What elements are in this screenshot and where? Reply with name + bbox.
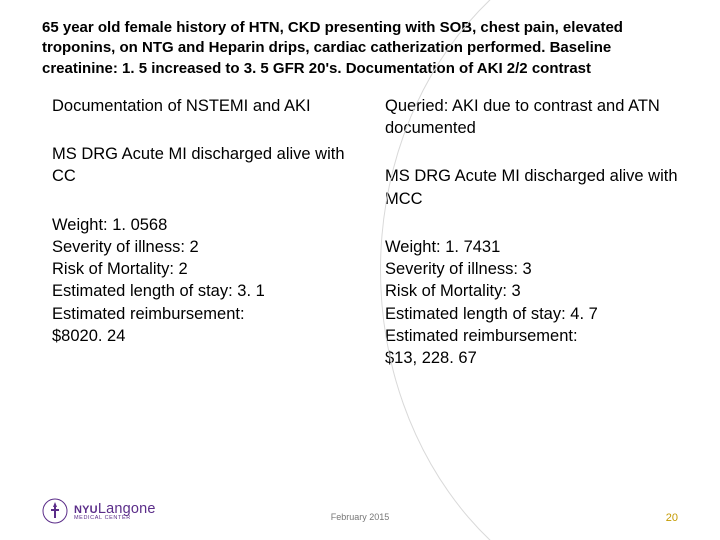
right-weight: Weight: 1. 7431 [385,236,678,258]
torch-icon [42,498,68,524]
right-reimb-value: $13, 228. 67 [385,347,678,369]
left-reimb-value: $8020. 24 [52,325,345,347]
right-reimb-label: Estimated reimbursement: [385,325,678,347]
page-number: 20 [666,512,678,524]
left-weight: Weight: 1. 0568 [52,214,345,236]
comparison-columns: Documentation of NSTEMI and AKI MS DRG A… [42,95,678,396]
left-drg: MS DRG Acute MI discharged alive with CC [52,143,345,188]
right-metrics: Weight: 1. 7431 Severity of illness: 3 R… [385,236,678,370]
logo-subtitle: MEDICAL CENTER [74,516,156,521]
left-metrics: Weight: 1. 0568 Severity of illness: 2 R… [52,214,345,348]
right-los: Estimated length of stay: 4. 7 [385,303,678,325]
slide-footer: NYULangone MEDICAL CENTER February 2015 … [42,498,678,524]
right-documentation: Queried: AKI due to contrast and ATN doc… [385,95,678,140]
left-los: Estimated length of stay: 3. 1 [52,280,345,302]
right-drg: MS DRG Acute MI discharged alive with MC… [385,165,678,210]
logo-langone: Langone [98,501,156,517]
case-description: 65 year old female history of HTN, CKD p… [42,18,678,79]
nyu-langone-logo: NYULangone MEDICAL CENTER [42,498,156,524]
footer-date: February 2015 [331,512,390,522]
logo-text: NYULangone MEDICAL CENTER [74,501,156,522]
left-documentation: Documentation of NSTEMI and AKI [52,95,345,117]
left-severity: Severity of illness: 2 [52,236,345,258]
left-mortality: Risk of Mortality: 2 [52,258,345,280]
right-mortality: Risk of Mortality: 3 [385,280,678,302]
right-severity: Severity of illness: 3 [385,258,678,280]
left-reimb-label: Estimated reimbursement: [52,303,345,325]
column-right: Queried: AKI due to contrast and ATN doc… [385,95,678,396]
column-left: Documentation of NSTEMI and AKI MS DRG A… [52,95,345,396]
slide: 65 year old female history of HTN, CKD p… [0,0,720,540]
logo-nyu: NYU [74,504,98,516]
